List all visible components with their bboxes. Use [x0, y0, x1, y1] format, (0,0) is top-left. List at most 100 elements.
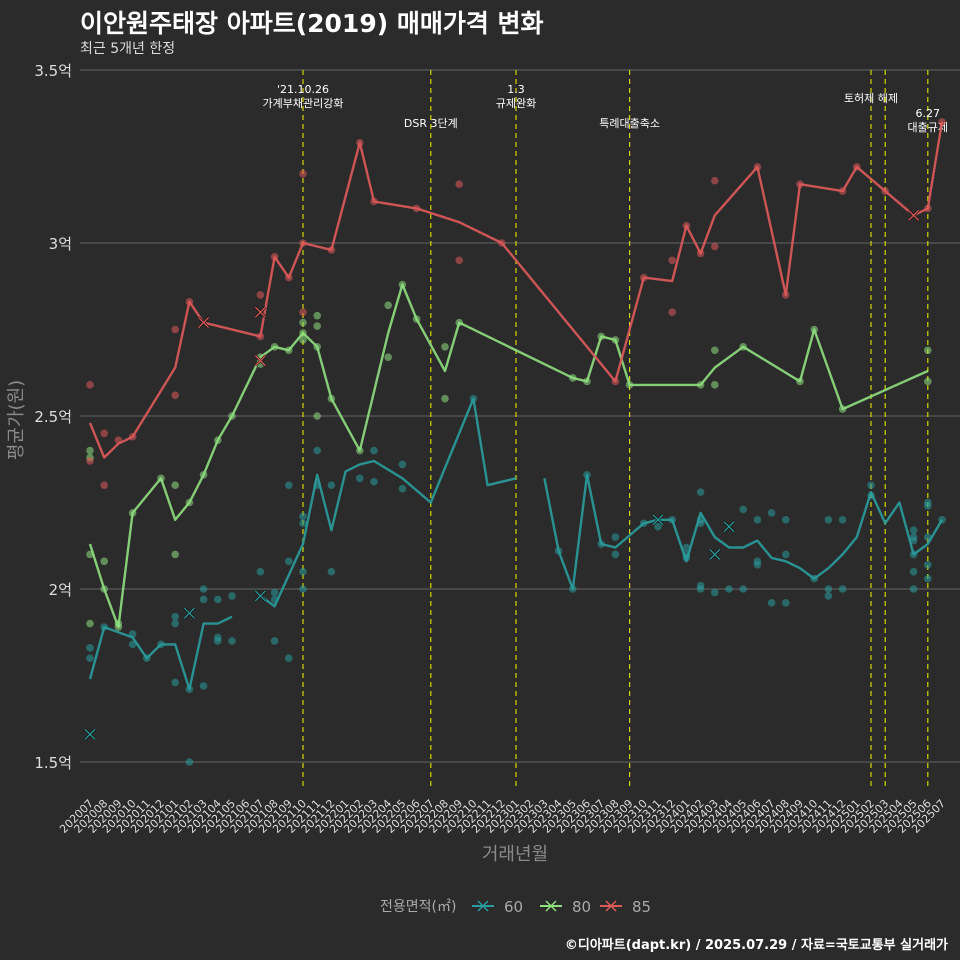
data-point [838, 516, 847, 524]
event-label-line: 토허제 해제 [844, 91, 898, 105]
series-line [543, 473, 944, 591]
data-point [782, 550, 790, 559]
cross-marker [84, 728, 96, 740]
chart-subtitle: 최근 5개년 한정 [80, 41, 176, 57]
data-point [299, 170, 307, 178]
data-point [753, 516, 762, 524]
data-point [384, 301, 393, 310]
event-label-line: DSR 3단계 [404, 117, 458, 130]
data-point [753, 560, 762, 569]
data-point [86, 446, 94, 455]
event-label: 1.3 규제완화 [496, 83, 536, 110]
event-label-line: 대출규제 [908, 121, 948, 134]
event-label: 6.27 대출규제 [908, 107, 948, 134]
data-point [711, 346, 719, 355]
data-point [711, 381, 719, 389]
data-point [384, 353, 393, 361]
data-point [611, 550, 620, 559]
cross-marker [652, 514, 664, 526]
axis-layer: 1.5억2억2.5억3억3.5억202007202008202009202010… [34, 62, 948, 836]
data-point [270, 588, 279, 597]
cross-marker [198, 317, 210, 329]
data-point [867, 481, 875, 490]
data-point [711, 242, 719, 251]
data-point [299, 585, 307, 593]
data-point [86, 381, 94, 389]
data-point [909, 567, 918, 576]
data-point [782, 516, 790, 524]
cross-marker [709, 548, 721, 560]
grid-layer [80, 69, 960, 763]
data-point [171, 612, 179, 621]
data-point [611, 533, 620, 541]
event-label-line: 1.3 [507, 83, 525, 96]
data-point [924, 377, 932, 386]
data-point [909, 536, 918, 545]
y-tick-label: 2.5억 [34, 408, 72, 426]
legend-entry-label: 60 [504, 898, 523, 916]
data-point [711, 176, 719, 185]
data-point [100, 429, 108, 438]
data-point [270, 637, 279, 645]
chart-title: 이안원주태장 아파트(2019) 매매가격 변화 [80, 9, 544, 38]
data-point [313, 412, 322, 420]
x-axis-label: 거래년월 [482, 844, 548, 865]
data-point [370, 477, 378, 486]
data-point [128, 640, 137, 649]
cross-marker [723, 521, 735, 533]
cross-marker [183, 607, 195, 619]
data-point [356, 474, 364, 483]
data-point [256, 291, 265, 299]
y-tick-label: 3.5억 [34, 62, 72, 80]
series-line [88, 283, 929, 629]
data-point [299, 512, 307, 521]
cross-marker [254, 306, 266, 318]
data-point [938, 118, 946, 126]
data-point [725, 585, 733, 593]
data-point [327, 481, 336, 490]
event-label-line: 가계부채관리강화 [263, 97, 344, 110]
data-point [299, 519, 307, 528]
data-point [924, 574, 932, 583]
event-label-line: 특례대출축소 [599, 117, 660, 130]
event-label: '21.10.26 가계부채관리강화 [263, 83, 344, 110]
y-axis-label: 평균가(원) [6, 380, 27, 460]
data-point [711, 588, 719, 597]
data-point [86, 644, 94, 652]
series-line [88, 121, 944, 459]
data-point [313, 311, 322, 320]
legend-key-cross [477, 900, 489, 912]
data-point [739, 585, 747, 593]
data-point [199, 585, 208, 593]
cross-marker [254, 590, 266, 602]
data-point [767, 509, 776, 517]
event-label: 특례대출축소 [599, 117, 660, 130]
data-point [100, 481, 108, 490]
data-point [909, 585, 918, 593]
data-point [924, 502, 932, 510]
data-point [171, 391, 179, 400]
data-point [909, 526, 918, 534]
legend-key-cross [605, 900, 617, 912]
data-point [455, 256, 464, 265]
data-point [782, 599, 790, 607]
data-point [924, 560, 932, 569]
data-point [299, 567, 307, 576]
data-point [455, 180, 464, 188]
data-point [285, 481, 293, 490]
data-point [171, 325, 179, 334]
legend-entry-label: 85 [632, 898, 651, 916]
data-point [86, 654, 94, 662]
data-point [767, 599, 776, 607]
legend-key-cross [545, 900, 557, 912]
data-point [171, 678, 179, 687]
data-point [313, 446, 322, 455]
data-point [86, 619, 94, 628]
data-point [682, 543, 691, 552]
data-point [228, 637, 236, 645]
y-tick-label: 2억 [49, 581, 72, 599]
y-tick-label: 3억 [49, 235, 72, 253]
event-label-line: 6.27 [916, 107, 941, 120]
source-caption: ©디아파트(dapt.kr) / 2025.07.29 / 자료=국토교통부 실… [564, 938, 948, 953]
